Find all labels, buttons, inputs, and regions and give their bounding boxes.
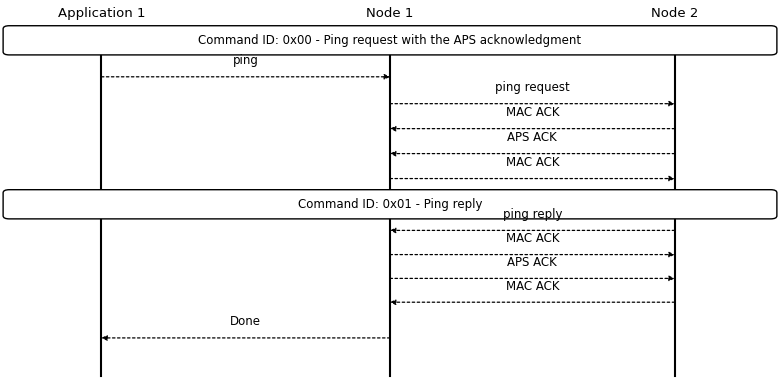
Text: ping reply: ping reply bbox=[502, 208, 562, 221]
Text: MAC ACK: MAC ACK bbox=[505, 280, 559, 293]
Text: MAC ACK: MAC ACK bbox=[505, 232, 559, 245]
Text: APS ACK: APS ACK bbox=[508, 256, 557, 269]
Text: APS ACK: APS ACK bbox=[508, 131, 557, 144]
Text: Node 2: Node 2 bbox=[651, 7, 698, 20]
FancyBboxPatch shape bbox=[3, 26, 777, 55]
Text: ping: ping bbox=[232, 54, 259, 67]
Text: MAC ACK: MAC ACK bbox=[505, 106, 559, 119]
FancyBboxPatch shape bbox=[3, 190, 777, 219]
Text: ping request: ping request bbox=[495, 81, 569, 94]
Text: Application 1: Application 1 bbox=[58, 7, 145, 20]
Text: Command ID: 0x01 - Ping reply: Command ID: 0x01 - Ping reply bbox=[298, 198, 482, 211]
Text: Node 1: Node 1 bbox=[367, 7, 413, 20]
Text: Command ID: 0x00 - Ping request with the APS acknowledgment: Command ID: 0x00 - Ping request with the… bbox=[198, 34, 582, 47]
Text: Done: Done bbox=[230, 315, 261, 328]
Text: MAC ACK: MAC ACK bbox=[505, 156, 559, 169]
